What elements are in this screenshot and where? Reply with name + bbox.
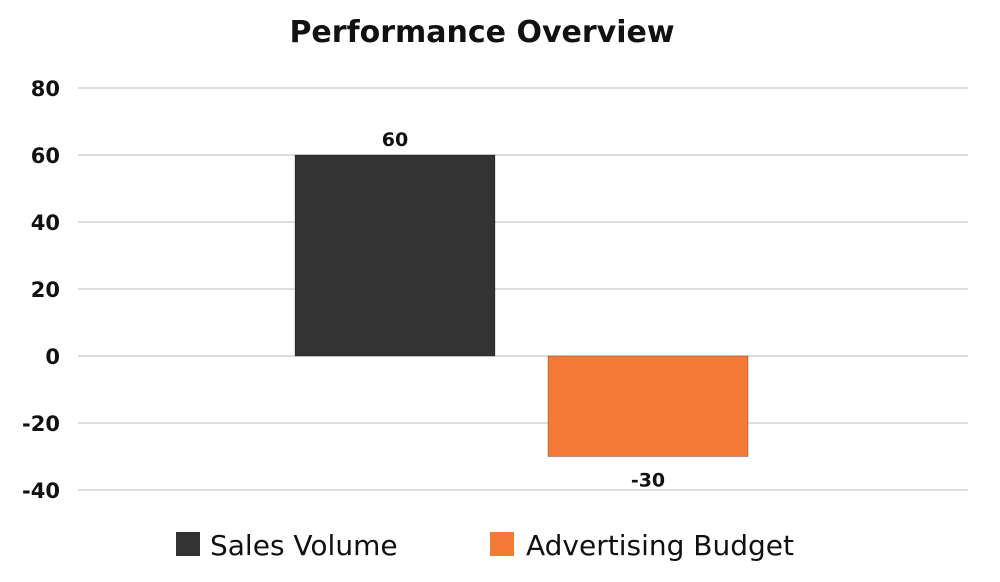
bar-advertising-budget bbox=[547, 355, 749, 457]
y-tick-label: 20 bbox=[31, 278, 60, 302]
y-tick-label: -40 bbox=[22, 479, 60, 503]
y-tick-label: 0 bbox=[45, 345, 60, 369]
legend-label: Sales Volume bbox=[210, 529, 398, 562]
gridlines bbox=[78, 87, 968, 491]
legend: Sales Volume Advertising Budget bbox=[176, 529, 794, 562]
y-tick-label: 40 bbox=[31, 211, 60, 235]
bars bbox=[294, 154, 749, 457]
legend-label: Advertising Budget bbox=[526, 529, 794, 562]
y-tick-label: 80 bbox=[31, 77, 60, 101]
data-label: -30 bbox=[631, 470, 665, 492]
bar-sales-volume bbox=[294, 154, 496, 357]
legend-swatch bbox=[490, 532, 514, 556]
data-labels: 60 -30 bbox=[382, 129, 665, 492]
y-tick-label: 60 bbox=[31, 144, 60, 168]
y-axis-ticks: 80 60 40 20 0 -20 -40 bbox=[22, 77, 60, 503]
legend-swatch bbox=[176, 532, 200, 556]
data-label: 60 bbox=[382, 129, 408, 151]
y-tick-label: -20 bbox=[22, 412, 60, 436]
chart-title: Performance Overview bbox=[289, 15, 674, 50]
